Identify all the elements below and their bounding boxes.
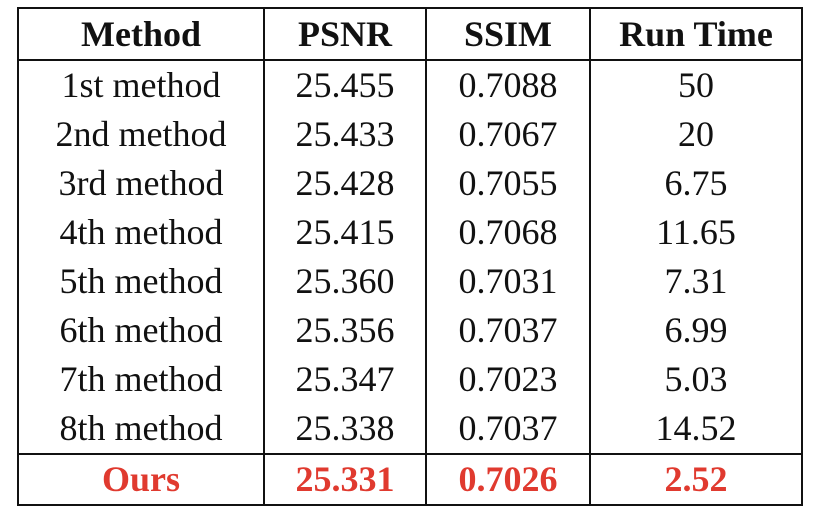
cell-method: 7th method — [17, 355, 265, 404]
results-table: Method PSNR SSIM Run Time 1st method 25.… — [17, 7, 803, 506]
cell-method: 4th method — [17, 208, 265, 257]
table-body: 1st method 25.455 0.7088 50 2nd method 2… — [17, 60, 803, 505]
table-row: 3rd method 25.428 0.7055 6.75 — [17, 159, 803, 208]
table-row: 5th method 25.360 0.7031 7.31 — [17, 257, 803, 306]
ours-method: Ours — [17, 453, 265, 505]
cell-run-time: 6.75 — [589, 159, 803, 208]
table-row: 8th method 25.338 0.7037 14.52 — [17, 404, 803, 454]
header-ssim: SSIM — [425, 8, 591, 61]
cell-ssim: 0.7055 — [425, 159, 591, 208]
cell-method: 6th method — [17, 306, 265, 355]
cell-ssim: 0.7031 — [425, 257, 591, 306]
header-run-time: Run Time — [589, 8, 803, 61]
cell-run-time: 50 — [589, 60, 803, 110]
cell-ssim: 0.7023 — [425, 355, 591, 404]
cell-ssim: 0.7068 — [425, 208, 591, 257]
header-psnr: PSNR — [263, 8, 427, 61]
ours-psnr: 25.331 — [263, 453, 427, 505]
cell-method: 5th method — [17, 257, 265, 306]
table-row: 1st method 25.455 0.7088 50 — [17, 60, 803, 110]
cell-ssim: 0.7067 — [425, 110, 591, 159]
cell-psnr: 25.360 — [263, 257, 427, 306]
cell-run-time: 14.52 — [589, 404, 803, 454]
results-table-container: Method PSNR SSIM Run Time 1st method 25.… — [17, 7, 803, 506]
cell-psnr: 25.338 — [263, 404, 427, 454]
cell-psnr: 25.356 — [263, 306, 427, 355]
cell-psnr: 25.433 — [263, 110, 427, 159]
cell-method: 2nd method — [17, 110, 265, 159]
cell-method: 1st method — [17, 60, 265, 110]
cell-ssim: 0.7037 — [425, 404, 591, 454]
cell-run-time: 11.65 — [589, 208, 803, 257]
ours-ssim: 0.7026 — [425, 453, 591, 505]
ours-run-time: 2.52 — [589, 453, 803, 505]
table-row: 7th method 25.347 0.7023 5.03 — [17, 355, 803, 404]
cell-psnr: 25.347 — [263, 355, 427, 404]
table-header: Method PSNR SSIM Run Time — [17, 8, 803, 61]
cell-method: 8th method — [17, 404, 265, 454]
cell-psnr: 25.455 — [263, 60, 427, 110]
header-method: Method — [17, 8, 265, 61]
cell-run-time: 20 — [589, 110, 803, 159]
ours-row: Ours 25.331 0.7026 2.52 — [17, 453, 803, 505]
table-row: 2nd method 25.433 0.7067 20 — [17, 110, 803, 159]
cell-ssim: 0.7037 — [425, 306, 591, 355]
cell-run-time: 5.03 — [589, 355, 803, 404]
cell-run-time: 6.99 — [589, 306, 803, 355]
cell-ssim: 0.7088 — [425, 60, 591, 110]
cell-run-time: 7.31 — [589, 257, 803, 306]
header-row: Method PSNR SSIM Run Time — [17, 8, 803, 61]
table-row: 6th method 25.356 0.7037 6.99 — [17, 306, 803, 355]
cell-method: 3rd method — [17, 159, 265, 208]
cell-psnr: 25.415 — [263, 208, 427, 257]
table-row: 4th method 25.415 0.7068 11.65 — [17, 208, 803, 257]
cell-psnr: 25.428 — [263, 159, 427, 208]
